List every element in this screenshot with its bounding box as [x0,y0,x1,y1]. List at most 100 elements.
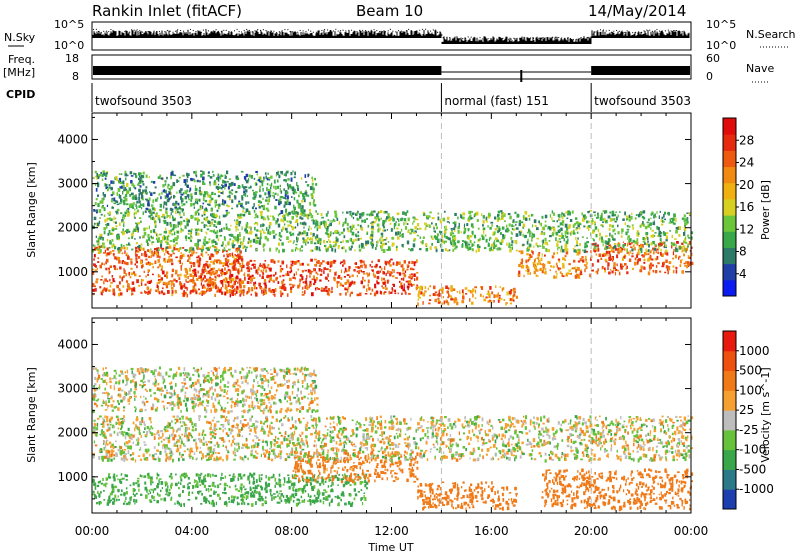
data-cell [331,248,334,252]
data-cell [642,216,646,220]
data-cell [301,222,305,225]
data-cell [226,281,230,284]
data-cell [445,225,447,229]
data-cell [92,225,94,229]
data-cell [357,266,359,269]
data-cell [267,274,269,279]
data-cell [616,254,619,259]
data-cell [203,238,206,243]
data-cell [283,173,287,176]
data-cell [257,200,261,203]
data-cell [597,228,600,233]
data-cell [679,264,682,268]
data-cell [590,250,592,254]
data-cell [613,262,616,266]
data-cell [502,234,504,238]
data-cell [157,239,159,243]
date-label: 14/May/2014 [588,2,686,20]
data-cell [235,249,238,252]
data-cell [347,268,351,272]
data-cell [245,229,248,234]
data-cell [429,246,432,250]
data-cell [272,274,276,277]
data-cell [513,228,516,231]
data-cell [337,274,341,279]
data-cell [140,220,142,223]
data-cell [299,216,302,220]
data-cell [626,224,629,228]
data-cell [403,222,405,226]
data-cell [207,279,211,284]
data-cell [215,270,218,275]
data-cell [545,270,547,275]
data-cell [147,233,150,238]
data-cell [486,220,488,223]
data-cell [518,230,521,233]
data-cell [133,172,135,175]
data-cell [520,259,523,262]
data-cell [391,269,394,272]
data-cell [650,227,652,230]
data-cell [282,215,285,218]
data-cell [362,260,365,263]
data-cell [657,251,660,255]
data-cell [125,231,128,234]
data-cell [604,240,607,245]
data-cell [334,271,337,276]
data-cell [498,247,500,250]
data-cell [301,249,303,252]
data-cell [292,284,295,288]
data-cell [285,273,288,276]
data-cell [440,238,443,242]
data-cell [495,244,498,248]
data-cell [159,203,162,208]
data-cell [94,285,96,288]
data-cell [145,186,148,188]
data-cell [375,247,377,250]
data-cell [142,189,144,193]
data-cell [243,236,245,240]
data-cell [299,191,302,195]
data-cell [216,209,219,212]
data-cell [221,262,223,264]
data-cell [142,180,144,183]
data-cell [187,276,189,279]
data-cell [260,287,263,290]
data-cell [309,186,313,191]
data-cell [134,273,137,277]
data-cell [577,224,580,228]
data-cell [529,233,531,238]
data-cell [558,229,561,232]
data-cell [370,210,374,215]
data-cell [475,211,479,216]
data-cell [495,237,498,240]
data-cell [224,280,227,284]
data-cell [675,249,679,253]
data-cell [573,259,576,263]
data-cell [623,244,626,247]
data-cell [226,259,230,262]
data-cell [555,237,557,241]
data-cell [111,191,115,195]
data-cell [399,280,401,283]
data-cell [179,214,181,216]
data-cell [447,287,450,290]
data-cell [687,234,690,237]
data-cell [416,271,419,274]
data-cell [258,180,262,183]
data-cell [513,290,516,294]
data-cell [335,238,339,243]
data-cell [165,271,169,275]
data-cell [94,482,97,486]
data-cell [265,269,268,273]
data-cell [194,228,197,231]
data-cell [311,238,314,242]
data-cell [124,187,127,191]
data-cell [463,231,466,235]
data-cell [378,211,381,214]
data-cell [226,270,228,274]
data-cell [278,501,281,504]
data-cell [440,248,444,252]
data-cell [136,209,140,213]
data-cell [327,261,330,265]
